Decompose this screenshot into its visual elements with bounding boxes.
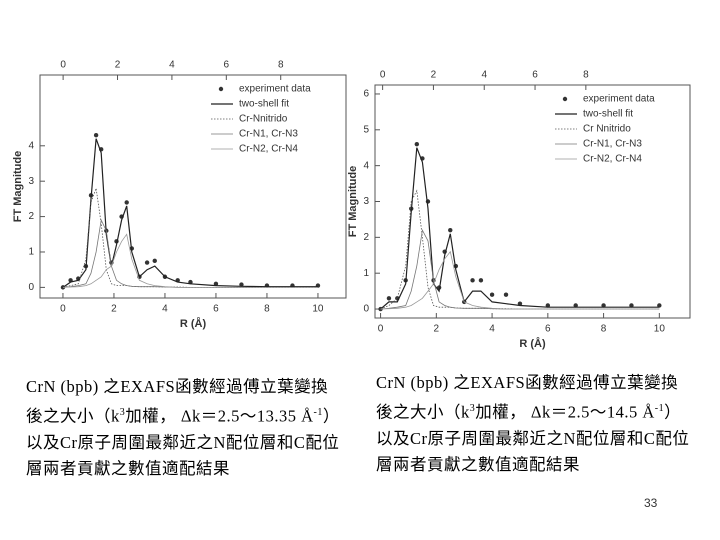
x2-tick-label: 2 [431,70,437,81]
data-point [573,303,578,308]
legend-label: Cr-N1, Cr-N3 [583,139,642,150]
caption: CrN (bpb) 之EXAFS函數經過傅立葉變換後之大小（k3加權， Δk＝2… [376,370,694,478]
fit-line [62,138,318,288]
fit-line [380,250,660,310]
plot-frame [39,74,347,299]
legend-label: Cr-N1, Cr-N3 [239,129,298,140]
caption-text: 3 [469,403,476,414]
x-tick-label: 8 [264,304,270,315]
x-tick-label: 0 [60,304,66,315]
legend-label: Cr-N2, Cr-N4 [239,144,298,155]
fit-line [380,189,660,310]
y-tick-label: 3 [28,176,34,187]
x-tick-label: 6 [213,304,219,315]
x2-tick-label: 0 [380,70,386,81]
fit-line [62,233,318,288]
x-tick-label: 4 [162,304,168,315]
x-tick-label: 10 [654,324,666,335]
x2-tick-label: 8 [278,60,284,71]
legend-label: two-shell fit [583,109,633,120]
data-point [657,303,662,308]
data-point [414,141,420,147]
legend-label: experiment data [239,84,311,95]
fit-line [62,188,318,288]
x2-tick-label: 8 [583,70,589,81]
data-point [503,292,509,297]
caption-text: ）以及Cr原子周圍最鄰近之N配位層和C配位層兩者貢獻之數值適配結果 [26,406,340,478]
x-tick-label: 8 [601,324,607,335]
y-tick-label: 3 [363,196,369,207]
y-tick-label: 1 [363,268,369,279]
data-point [478,278,484,283]
y-tick-label: 0 [363,304,369,315]
x-axis-label: R (Å) [519,337,546,350]
data-point [144,260,150,265]
legend-label: Cr Nnitrido [583,124,631,135]
caption: CrN (bpb) 之EXAFS函數經過傅立葉變換後之大小（k3加權， Δk＝2… [26,374,344,482]
data-point [470,278,475,283]
y-tick-label: 4 [28,140,34,151]
x2-tick-label: 6 [532,70,538,81]
caption-text: ）以及Cr原子周圍最鄰近之N配位層和C配位層兩者貢獻之數值適配結果 [376,402,690,474]
caption-text: 加權， Δk＝2.5～14.5 Å [475,402,655,422]
data-point [489,292,495,297]
x-tick-label: 0 [378,324,384,335]
y-tick-label: 1 [28,247,34,258]
data-point [601,303,606,308]
x-tick-label: 4 [489,324,495,335]
x-tick-label: 2 [434,324,440,335]
data-point [152,258,157,264]
caption-text: CrN (bpb) 之EXAFS函數經過傅立葉變換後之大小（k [376,373,679,422]
caption-text: 3 [119,407,126,418]
caption-text: -1 [313,407,323,418]
y-tick-label: 2 [28,211,34,222]
caption-text: CrN (bpb) 之EXAFS函數經過傅立葉變換後之大小（k [26,377,329,426]
x-axis-label: R (Å) [180,317,207,330]
data-point [386,296,392,301]
legend-symbol [218,86,224,92]
y-axis-label: FT Magnitude [347,166,359,238]
data-point [93,132,99,138]
fit-line [62,218,318,288]
y-tick-label: 4 [363,160,369,171]
x2-tick-label: 6 [224,60,230,71]
x2-tick-label: 2 [115,60,121,71]
y-tick-label: 6 [363,89,369,100]
fit-line [380,228,660,310]
page-number: 33 [644,496,658,510]
data-point [629,303,634,308]
data-point [448,227,453,233]
fit-line [380,147,660,310]
caption-text: -1 [654,403,665,414]
legend-label: Cr-N2, Cr-N4 [583,154,642,165]
y-tick-label: 5 [363,124,369,135]
plot-frame [374,84,691,319]
y-tick-label: 0 [28,282,34,293]
x-tick-label: 2 [111,304,117,315]
legend-symbol [562,96,568,102]
y-axis-label: FT Magnitude [12,151,24,223]
x-tick-label: 10 [312,304,324,315]
x2-tick-label: 4 [169,60,175,71]
x2-tick-label: 0 [60,60,66,71]
legend-label: two-shell fit [239,99,289,110]
caption-text: 加權， Δk＝2.5～13.35 Å [125,406,314,426]
x2-tick-label: 4 [481,70,487,81]
data-point [124,200,129,205]
data-point [239,282,244,287]
x-tick-label: 6 [545,324,551,335]
legend-label: experiment data [583,94,655,105]
y-tick-label: 2 [363,232,369,243]
legend-label: Cr-Nnitrido [239,114,288,125]
